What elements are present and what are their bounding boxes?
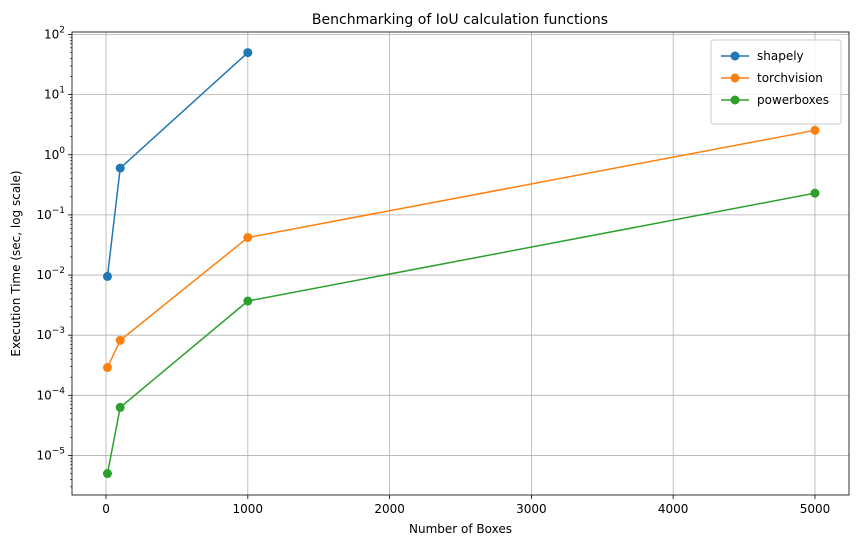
- data-point-shapely: [102, 271, 112, 281]
- data-point-powerboxes: [102, 469, 112, 479]
- legend: shapely torchvision powerboxes: [710, 39, 842, 125]
- legend-label: shapely: [757, 49, 804, 63]
- legend-box: [710, 39, 842, 125]
- legend-item-shapely: shapely: [721, 49, 804, 63]
- y-tick-label: 10−5: [36, 446, 65, 462]
- legend-label: torchvision: [757, 71, 823, 85]
- data-point-torchvision: [115, 335, 125, 345]
- data-point-powerboxes: [810, 188, 820, 198]
- data-point-powerboxes: [115, 402, 125, 412]
- legend-label: powerboxes: [757, 93, 829, 107]
- legend-marker: [730, 51, 740, 61]
- data-point-torchvision: [102, 363, 112, 373]
- data-point-powerboxes: [243, 296, 253, 306]
- x-tick-label: 4000: [658, 502, 689, 516]
- series-powerboxes: [102, 188, 820, 479]
- plot-area: [71, 31, 850, 496]
- x-tick-label: 0: [102, 502, 110, 516]
- legend-marker: [730, 73, 740, 83]
- x-tick-label: 1000: [233, 502, 264, 516]
- series-line-powerboxes: [106, 192, 816, 474]
- grid: [72, 32, 849, 495]
- series-layer: [102, 48, 820, 479]
- legend-marker: [730, 95, 740, 105]
- series-torchvision: [102, 125, 820, 373]
- data-point-shapely: [243, 48, 253, 58]
- y-tick-label: 10−4: [36, 386, 65, 402]
- y-tick-label: 102: [44, 25, 65, 41]
- data-point-torchvision: [243, 233, 253, 243]
- chart-title: Benchmarking of IoU calculation function…: [312, 12, 608, 28]
- x-tick-label: 2000: [374, 502, 405, 516]
- y-tick-label: 101: [44, 86, 65, 102]
- legend-item-torchvision: torchvision: [721, 71, 823, 85]
- y-tick-label: 100: [44, 146, 65, 162]
- legend-item-powerboxes: powerboxes: [721, 93, 829, 107]
- y-tick-label: 10−2: [36, 266, 65, 282]
- series-line-torchvision: [106, 129, 816, 368]
- y-tick-label: 10−1: [36, 206, 65, 222]
- data-point-torchvision: [810, 125, 820, 135]
- ticks: 0 1000 2000 3000 4000 5000 10−5 10−4 10−3 10−2 10−…: [36, 25, 830, 516]
- data-point-shapely: [115, 163, 125, 173]
- x-axis-label: Number of Boxes: [409, 522, 512, 536]
- x-tick-label: 5000: [800, 502, 831, 516]
- x-tick-label: 3000: [516, 502, 547, 516]
- series-shapely: [102, 48, 253, 281]
- y-tick-label: 10−3: [36, 326, 65, 342]
- y-axis-label: Execution Time (sec, log scale): [9, 170, 23, 356]
